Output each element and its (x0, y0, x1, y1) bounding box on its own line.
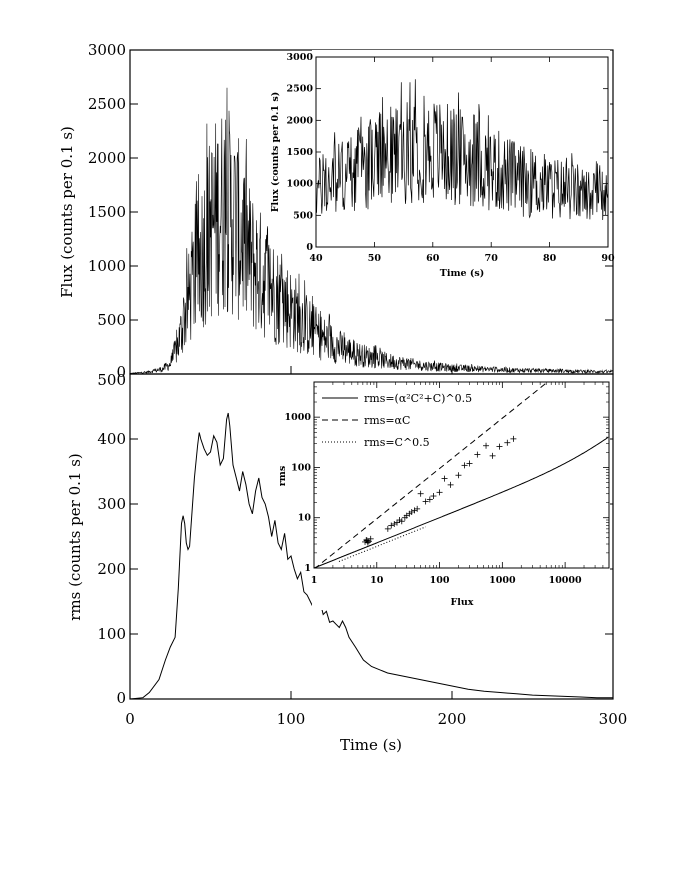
rms-xtick-label: 0 (125, 710, 135, 728)
data-point (496, 443, 503, 450)
rms-flux-legend: rms=(α²C²+C)^0.5 rms=αC rms=C^0.5 (322, 392, 472, 449)
data-point (447, 481, 454, 488)
legend-linear-model-label: rms=αC (364, 414, 410, 427)
zoom-inset-ytick-label: 3000 (287, 52, 314, 63)
data-point (417, 490, 424, 497)
data-point (384, 525, 391, 532)
rms-flux-ytick-label: 100 (291, 462, 311, 473)
data-point (430, 493, 437, 500)
rms-ytick-label: 100 (97, 625, 126, 643)
zoom-inset-ytick-label: 2000 (287, 115, 314, 126)
zoom-inset-ticks: 40 50 60 70 80 90 0 500 1000 1500 2000 2500 3000 (287, 52, 615, 264)
rms-flux-xtick-label: 10 (370, 575, 384, 586)
rms-ticks: 0 100 200 300 400 500 0 100 200 300 (97, 371, 627, 728)
data-point (455, 472, 462, 479)
rms-ytick-label: 500 (97, 371, 126, 389)
rms-flux-xtick-label: 10000 (549, 575, 582, 586)
rms-flux-ytick-label: 1000 (285, 412, 312, 423)
rms-ylabel: rms (counts per 0.1 s) (66, 453, 84, 621)
lightcurve-ytick-label: 2500 (88, 95, 126, 113)
lightcurve-ytick-label: 0 (116, 363, 126, 381)
rms-flux-inset-background (312, 380, 610, 610)
rms-xtick-label: 200 (438, 710, 467, 728)
zoom-inset-xtick-label: 40 (309, 253, 323, 264)
rms-flux-ticks: 1 10 100 1000 10000 1 10 100 1000 (285, 381, 610, 586)
zoom-inset-ytick-label: 0 (306, 242, 313, 253)
lightcurve-ytick-label: 500 (97, 311, 126, 329)
data-point (394, 519, 401, 526)
legend-full-model-label: rms=(α²C²+C)^0.5 (364, 392, 472, 405)
zoom-inset-xtick-label: 80 (543, 253, 557, 264)
data-point (504, 439, 511, 446)
data-point (367, 535, 374, 542)
rms-ytick-label: 400 (97, 430, 126, 448)
zoom-inset-xtick-label: 90 (601, 253, 615, 264)
rms-flux-ylabel: rms (277, 466, 288, 486)
rms-flux-inset: 1 10 100 1000 10000 1 10 100 1000 Flux rms rms=(… (277, 380, 610, 610)
data-point (391, 520, 398, 527)
rms-ytick-label: 300 (97, 495, 126, 513)
rms-xtick-label: 300 (599, 710, 628, 728)
zoom-inset-ytick-label: 1000 (287, 179, 314, 190)
data-point (436, 489, 443, 496)
zoom-inset-ytick-label: 2500 (287, 84, 314, 95)
rms-trace (129, 412, 613, 700)
data-point (483, 442, 490, 449)
rms-panel: 0 100 200 300 400 500 0 100 200 300 Time (s) rms … (66, 371, 627, 754)
rms-ytick-label: 0 (116, 689, 126, 707)
zoom-inset-xlabel: Time (s) (440, 268, 484, 279)
zoom-inset-series (315, 79, 609, 221)
lightcurve-ytick-label: 3000 (88, 41, 126, 59)
data-point (474, 451, 481, 458)
zoom-inset-trace (315, 79, 609, 221)
zoom-inset-ytick-label: 1500 (287, 147, 314, 158)
data-point (414, 505, 421, 512)
data-point (398, 518, 405, 525)
lightcurve-ylabel: Flux (counts per 0.1 s) (58, 126, 76, 298)
zoom-inset-xtick-label: 60 (426, 253, 440, 264)
zoom-inset-xtick-label: 50 (368, 253, 382, 264)
lightcurve-ytick-label: 2000 (88, 149, 126, 167)
legend-poisson-model-label: rms=C^0.5 (364, 436, 430, 449)
zoom-inset-xtick-label: 70 (485, 253, 499, 264)
data-point (411, 507, 418, 514)
lightcurve-series (129, 87, 614, 375)
rms-ytick-label: 200 (97, 560, 126, 578)
lightcurve-ytick-label: 1500 (88, 203, 126, 221)
rms-xtick-label: 100 (277, 710, 306, 728)
rms-flux-xtick-label: 1 (311, 575, 318, 586)
data-point (388, 522, 395, 529)
model-poisson-line (338, 526, 426, 562)
zoom-inset-ylabel: Flux (counts per 0.1 s) (270, 92, 281, 212)
rms-flux-ytick-label: 10 (298, 513, 312, 524)
lightcurve-ytick-label: 1000 (88, 257, 126, 275)
data-point (461, 462, 468, 469)
data-point (364, 539, 371, 546)
rms-flux-ytick-label: 1 (304, 563, 311, 574)
data-point (510, 435, 517, 442)
zoom-inset-ytick-label: 500 (293, 210, 313, 221)
rms-frame (129, 373, 614, 700)
data-point (441, 475, 448, 482)
data-point (422, 498, 429, 505)
data-point (489, 452, 496, 459)
data-point (466, 460, 473, 467)
rms-flux-xlabel: Flux (451, 597, 474, 608)
data-point (363, 537, 370, 544)
rms-flux-plot (313, 381, 609, 569)
model-full-line (313, 437, 609, 569)
lightcurve-trace (129, 87, 614, 375)
model-linear-line (314, 381, 549, 569)
data-point (426, 496, 433, 503)
rms-flux-xtick-label: 100 (430, 575, 450, 586)
rms-flux-xtick-label: 1000 (489, 575, 516, 586)
rms-xlabel: Time (s) (340, 736, 402, 754)
zoom-inset: 40 50 60 70 80 90 0 500 1000 1500 2000 2500 3000 Tim… (270, 50, 615, 279)
